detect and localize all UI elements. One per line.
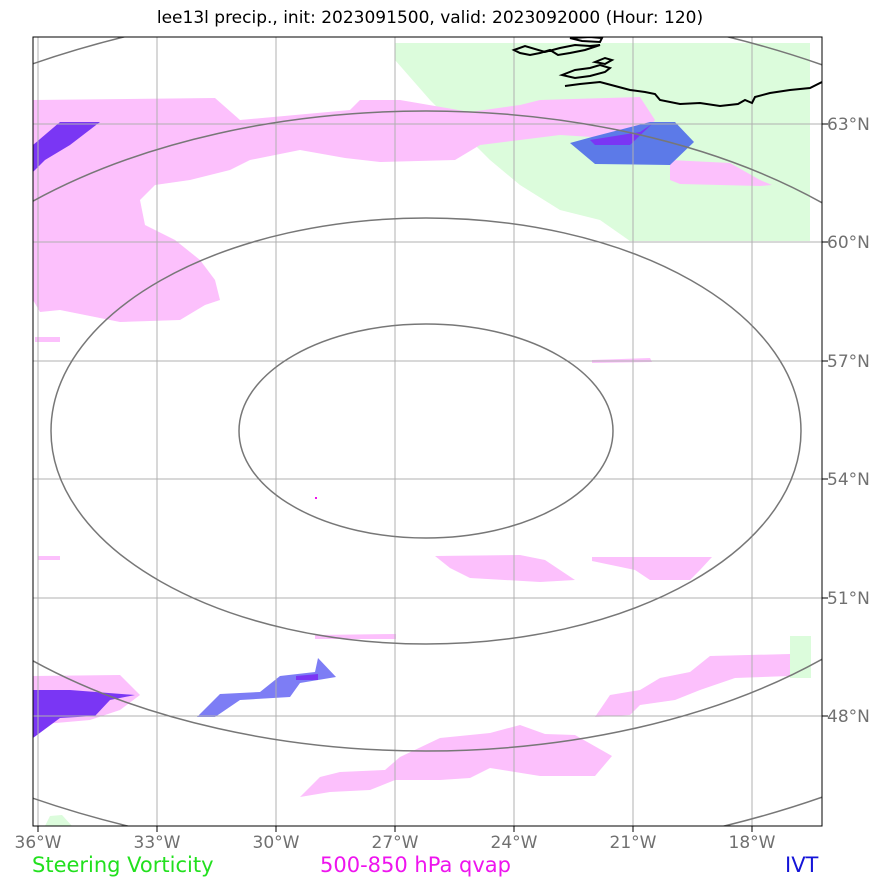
range-ring-outer: [33, 110, 822, 752]
coastline: [511, 37, 822, 108]
legend-steering-vorticity: Steering Vorticity: [32, 853, 214, 877]
steering-vorticity-region: [45, 815, 72, 826]
steering-vorticity-region: [790, 636, 811, 678]
lon-tick-label: 24°W: [491, 833, 538, 853]
qvap-region: [595, 654, 790, 717]
range-ring-inner: [238, 323, 614, 539]
lat-tick-label: 54°N: [827, 470, 870, 490]
lat-tick-label: 60°N: [827, 233, 870, 253]
lon-tick-label: 36°W: [15, 833, 62, 853]
lat-tick-label: 51°N: [827, 589, 870, 609]
lon-tick-label: 30°W: [253, 833, 300, 853]
ivt-region: [296, 674, 318, 680]
qvap-region: [670, 160, 772, 186]
plot-frame: [32, 36, 823, 827]
qvap-region: [435, 555, 575, 582]
map-title: lee13l precip., init: 2023091500, valid:…: [156, 8, 704, 28]
ivt-region: [33, 122, 100, 172]
lon-tick-label: 21°W: [610, 833, 657, 853]
ivt-region: [590, 124, 652, 145]
qvap-region: [300, 725, 612, 797]
ivt-region: [197, 658, 336, 717]
lon-tick-label: 33°W: [134, 833, 181, 853]
lat-tick-label: 63°N: [827, 115, 870, 135]
range-rings: [33, 37, 822, 826]
lat-tick-label: 57°N: [827, 352, 870, 372]
lon-tick-label: 18°W: [729, 833, 776, 853]
legend-ivt: IVT: [785, 853, 819, 877]
qvap-region: [35, 337, 60, 342]
qvap-region: [38, 556, 60, 560]
ivt-region: [315, 497, 317, 499]
lat-tick-label: 48°N: [827, 707, 870, 727]
range-ring-middle: [50, 217, 802, 645]
ivt-region: [570, 122, 694, 165]
legend-qvap: 500-850 hPa qvap: [320, 853, 511, 877]
ivt-region: [33, 690, 135, 738]
lon-tick-label: 27°W: [372, 833, 419, 853]
graticule: [33, 37, 822, 826]
qvap-region: [592, 557, 712, 580]
